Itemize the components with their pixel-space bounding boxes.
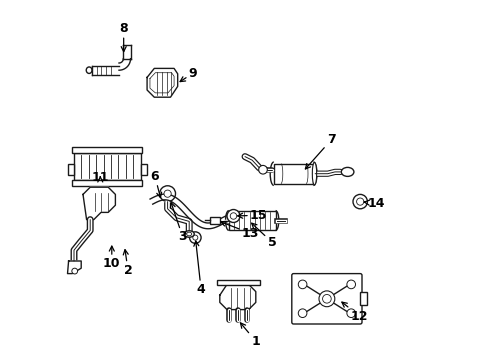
Circle shape: [190, 232, 201, 243]
Text: 7: 7: [305, 133, 336, 169]
FancyBboxPatch shape: [217, 280, 260, 285]
Circle shape: [160, 186, 175, 202]
FancyBboxPatch shape: [74, 153, 141, 180]
Ellipse shape: [312, 162, 317, 185]
Ellipse shape: [86, 67, 92, 73]
Ellipse shape: [187, 232, 192, 236]
Circle shape: [357, 198, 364, 205]
Text: 5: 5: [252, 223, 276, 249]
Circle shape: [193, 235, 198, 240]
Text: 12: 12: [342, 302, 368, 323]
Circle shape: [259, 166, 268, 174]
Polygon shape: [83, 187, 116, 220]
Circle shape: [347, 280, 356, 289]
Circle shape: [353, 194, 368, 209]
Circle shape: [72, 268, 77, 274]
Text: 8: 8: [120, 22, 128, 51]
Circle shape: [230, 213, 237, 219]
FancyBboxPatch shape: [274, 164, 314, 184]
Circle shape: [164, 190, 171, 197]
Circle shape: [298, 309, 307, 318]
Circle shape: [322, 294, 331, 303]
Circle shape: [319, 291, 335, 307]
FancyBboxPatch shape: [292, 274, 362, 324]
Circle shape: [298, 280, 307, 289]
Circle shape: [347, 309, 356, 318]
Text: 15: 15: [238, 209, 268, 222]
FancyBboxPatch shape: [68, 164, 74, 175]
Polygon shape: [68, 261, 81, 274]
Ellipse shape: [184, 231, 194, 237]
Text: 14: 14: [364, 197, 385, 210]
FancyBboxPatch shape: [360, 292, 367, 305]
Ellipse shape: [342, 167, 354, 176]
Text: 1: 1: [241, 323, 260, 348]
Text: 2: 2: [123, 249, 132, 276]
FancyBboxPatch shape: [210, 217, 220, 224]
Circle shape: [227, 210, 240, 222]
Text: 3: 3: [171, 203, 187, 243]
Text: 10: 10: [103, 246, 121, 270]
FancyBboxPatch shape: [72, 180, 143, 186]
Text: 13: 13: [221, 221, 259, 240]
Polygon shape: [147, 68, 178, 97]
FancyBboxPatch shape: [72, 147, 143, 153]
FancyBboxPatch shape: [229, 211, 275, 230]
Text: 9: 9: [180, 67, 197, 82]
Text: 4: 4: [194, 241, 205, 296]
FancyBboxPatch shape: [141, 164, 147, 175]
Text: 6: 6: [151, 170, 162, 198]
Polygon shape: [220, 284, 256, 310]
Text: 11: 11: [92, 171, 109, 184]
